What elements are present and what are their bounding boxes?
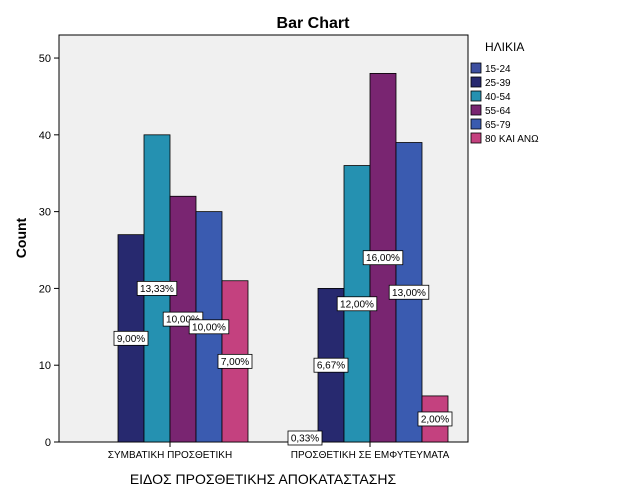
data-label-text: 10,00% [192, 322, 226, 333]
y-axis: 0 10 20 30 40 50 [39, 53, 59, 449]
data-label: 10,00% [188, 319, 230, 335]
data-label: 16,00% [362, 250, 404, 266]
x-category-label: ΠΡΟΣΘΕΤΙΚΗ ΣΕ ΕΜΦΥΤΕΥΜΑΤΑ [291, 450, 450, 461]
legend-swatch [470, 62, 482, 74]
data-label-text: 12,00% [340, 299, 374, 310]
legend: ΗΛΙΚΙΑ 15-24 25-39 40-54 55-64 65-79 80 ΚΑΙ Α… [470, 40, 539, 145]
data-label-text: 13,00% [392, 288, 426, 299]
data-label-box [362, 250, 404, 266]
legend-label: 15-24 [485, 64, 511, 75]
y-tick-label: 50 [39, 53, 51, 65]
data-label-box [217, 353, 253, 369]
data-label-box [136, 281, 178, 296]
data-label-box [417, 411, 453, 427]
data-label-box [388, 284, 430, 300]
data-label-text: 0,33% [291, 434, 319, 445]
chart-title: Bar Chart [277, 15, 351, 32]
y-tick-label: 10 [39, 360, 51, 372]
data-label: 13,00% [388, 284, 430, 300]
data-label: 12,00% [336, 296, 378, 312]
data-label-text: 7,00% [221, 357, 249, 368]
legend-label: 80 ΚΑΙ ΑΝΩ [485, 134, 539, 145]
y-tick-label: 40 [39, 130, 51, 142]
data-label-box [188, 319, 230, 335]
legend-swatch [470, 132, 482, 144]
data-labels-group: 9,00% 13,33% 10,00%10,00% 7,00% 0,33% 6,67% 12… [113, 250, 453, 446]
data-label: 6,67% [313, 357, 349, 373]
x-category-label: ΣΥΜΒΑΤΙΚΗ ΠΡΟΣΘΕΤΙΚΗ [108, 450, 232, 461]
data-label-text: 13,33% [140, 284, 174, 295]
data-label-text: 16,00% [366, 253, 400, 264]
legend-swatch [470, 104, 482, 116]
legend-label: 40-54 [485, 92, 511, 103]
x-axis: ΣΥΜΒΑΤΙΚΗ ΠΡΟΣΘΕΤΙΚΗ ΠΡΟΣΘΕΤΙΚΗ ΣΕ ΕΜΦΥΤΕ… [108, 442, 450, 461]
legend-label: 25-39 [485, 78, 511, 89]
legend-label: 55-64 [485, 106, 511, 117]
data-label: 7,00% [217, 353, 253, 369]
data-label: 2,00% [417, 411, 453, 427]
data-label-text: 10,00% [166, 315, 200, 326]
data-label: 13,33% [136, 281, 178, 296]
legend-label: 65-79 [485, 120, 511, 131]
data-label-text: 2,00% [421, 414, 449, 425]
data-label-box [313, 357, 349, 373]
x-axis-title: ΕΙΔΟΣ ΠΡΟΣΘΕΤΙΚΗΣ ΑΠΟΚΑΤΑΣΤΑΣΗΣ [130, 471, 397, 487]
legend-title: ΗΛΙΚΙΑ [485, 40, 524, 54]
legend-swatch [470, 118, 482, 130]
data-label-box [336, 296, 378, 312]
y-axis-title: Count [13, 217, 29, 258]
legend-swatch [470, 90, 482, 102]
data-label: 0,33% [287, 430, 323, 446]
data-label-box [113, 330, 149, 346]
data-label-text: 9,00% [117, 334, 145, 345]
data-label: 9,00% [113, 330, 149, 346]
data-label-text: 6,67% [317, 361, 345, 372]
y-tick-label: 20 [39, 283, 51, 295]
y-tick-label: 0 [45, 437, 51, 449]
y-tick-label: 30 [39, 207, 51, 219]
legend-swatch [470, 76, 482, 88]
data-label-box [287, 430, 323, 446]
